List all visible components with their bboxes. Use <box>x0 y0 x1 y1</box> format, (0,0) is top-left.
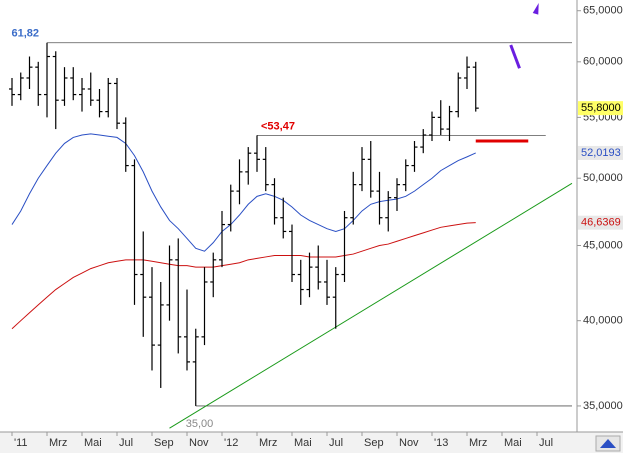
x-tick-label: '11 <box>14 437 28 449</box>
level-label: <53,47 <box>261 120 295 132</box>
ohlc-bar <box>17 72 24 101</box>
ohlc-bar <box>87 72 94 106</box>
ohlc-bar <box>52 51 59 130</box>
y-tick-label: 35,0000 <box>583 400 623 412</box>
x-axis-strip <box>0 432 623 453</box>
projection-arrowhead <box>532 2 539 15</box>
ohlc-bar <box>324 259 330 305</box>
ohlc-bar <box>122 117 129 172</box>
x-tick-label: Sep <box>364 437 384 449</box>
ohlc-bar <box>315 245 322 290</box>
ohlc-bar <box>114 77 120 130</box>
ohlc-bar <box>9 77 15 106</box>
level-label: 35,00 <box>186 418 214 430</box>
ohlc-bar <box>157 281 164 388</box>
ohlc-bar <box>411 141 418 172</box>
ohlc-bar <box>446 105 453 142</box>
ohlc-bar <box>376 171 383 225</box>
ohlc-bar <box>175 238 182 354</box>
ohlc-bar <box>149 267 155 371</box>
y-tick-label: 60,0000 <box>583 56 623 68</box>
ohlc-bar <box>289 224 295 282</box>
price-tag-box <box>578 215 623 230</box>
x-tick-label: '13 <box>434 437 448 449</box>
ohlc-bar <box>219 210 225 268</box>
x-tick-label: Mai <box>84 437 102 449</box>
y-tick-label: 45,0000 <box>583 239 623 251</box>
ohlc-bar <box>184 289 190 371</box>
x-tick-label: Mrz <box>49 437 67 449</box>
ohlc-bar <box>455 72 462 118</box>
ohlc-bar <box>385 191 392 232</box>
corner-icon[interactable] <box>595 435 621 452</box>
ohlc-bar <box>227 184 234 232</box>
ohlc-bar <box>297 259 304 305</box>
x-tick-label: Mrz <box>469 437 487 449</box>
x-tick-label: Nov <box>189 437 209 449</box>
ohlc-bar <box>359 147 365 192</box>
ohlc-bar <box>280 197 287 239</box>
ohlc-bar <box>140 231 147 337</box>
ohlc-bar <box>306 252 313 298</box>
ohlc-bar <box>245 147 252 185</box>
ohlc-bar <box>79 77 85 112</box>
x-tick-label: Mai <box>294 437 312 449</box>
price-tag-box <box>578 145 623 160</box>
ohlc-bar <box>105 77 112 118</box>
ohlc-bar <box>131 159 138 305</box>
ohlc-bar <box>44 42 50 118</box>
ohlc-bar <box>61 67 68 106</box>
ohlc-bar <box>420 129 427 154</box>
ohlc-bar <box>26 56 33 89</box>
ohlc-bar <box>210 252 217 298</box>
moving-average <box>11 133 476 252</box>
moving-average <box>11 222 476 330</box>
ohlc-bar <box>332 267 339 329</box>
ohlc-bar <box>464 56 470 89</box>
price-tag: 46,6369 <box>581 217 621 229</box>
x-tick-label: Jul <box>329 437 343 449</box>
price-tag-box <box>578 101 623 116</box>
ohlc-bar <box>201 267 208 346</box>
ohlc-bar <box>262 147 269 192</box>
ohlc-bar <box>96 88 103 118</box>
ohlc-bar <box>35 61 42 106</box>
ohlc-bar <box>271 178 278 225</box>
ohlc-bar <box>254 135 260 172</box>
price-tag: 52,0193 <box>581 147 621 159</box>
y-tick-label: 40,0000 <box>583 315 623 327</box>
ohlc-bar <box>341 210 348 282</box>
x-tick-label: Jul <box>539 437 553 449</box>
x-tick-label: Nov <box>399 437 419 449</box>
ohlc-bar <box>192 328 199 406</box>
ohlc-bar <box>437 100 444 136</box>
ohlc-bar <box>70 67 77 101</box>
y-tick-label: 50,0000 <box>583 172 623 184</box>
ohlc-bar <box>394 178 400 211</box>
level-label: 61,82 <box>11 28 39 40</box>
x-tick-label: '12 <box>224 437 238 449</box>
ohlc-bar <box>367 141 374 198</box>
ohlc-bar <box>472 61 479 112</box>
x-tick-label: Mai <box>504 437 522 449</box>
ohlc-bar <box>166 245 173 321</box>
ohlc-bar <box>402 159 409 192</box>
trendline <box>169 182 573 429</box>
ohlc-bar <box>429 111 435 142</box>
ohlc-bar <box>236 159 243 205</box>
icon-glyph[interactable] <box>600 439 616 448</box>
x-tick-label: Sep <box>154 437 174 449</box>
x-tick-label: Mrz <box>259 437 277 449</box>
y-tick-label: 65,0000 <box>583 5 623 17</box>
ohlc-bar <box>350 171 357 225</box>
x-tick-label: Jul <box>119 437 133 449</box>
price-tag: 55,8000 <box>581 102 621 114</box>
